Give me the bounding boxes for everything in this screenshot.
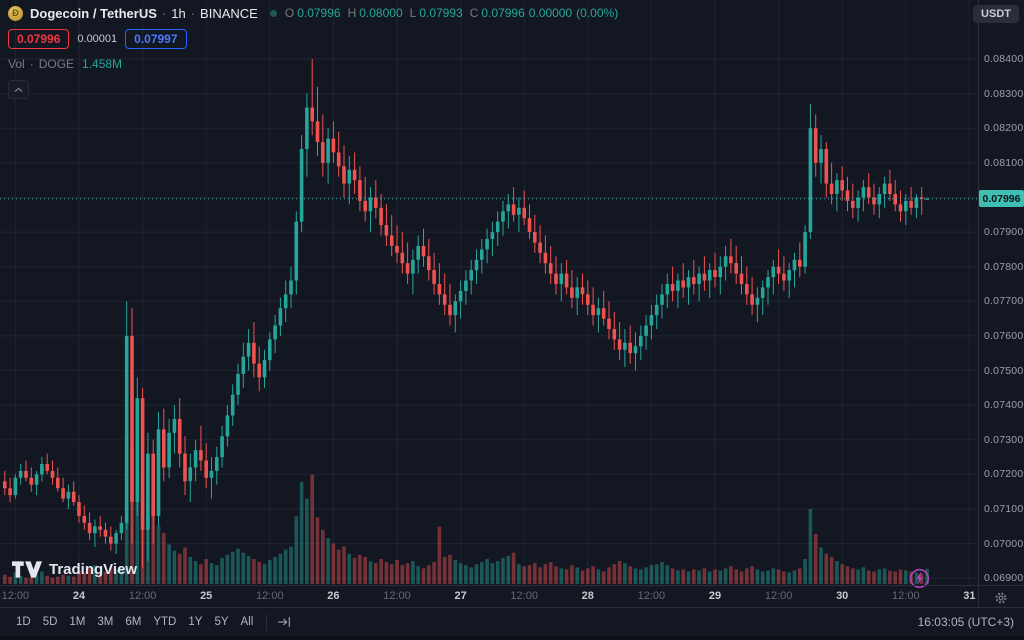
axis-separator [0,585,1024,586]
time-axis-label: 27 [454,590,467,602]
go-to-date-icon [278,617,291,627]
volume-row: Vol · DOGE 1.458M [8,57,618,71]
separator-dot: · [29,57,34,71]
price-axis-label: 0.07500 [984,364,1024,377]
time-axis-label: 30 [836,590,849,602]
time-axis-label: 12:00 [892,590,920,602]
volume-label: Vol [8,57,25,71]
time-axis-label: 12:00 [383,590,411,602]
price-axis[interactable]: 0.07996 0.084000.083000.082000.081000.08… [978,0,1024,607]
change-value: 0.00000 [528,6,573,20]
time-axis[interactable]: 12:00 24 12:00 25 12:00 26 12:00 27 12:00 28 12:00… [0,586,978,607]
open-value: 0.07996 [297,6,341,20]
change-percent: (0.00%) [576,6,619,20]
time-axis-label: 28 [581,590,594,602]
gear-icon [995,592,1007,604]
volume-value: 1.458M [82,57,123,71]
price-axis-label: 0.07800 [984,260,1024,273]
price-axis-label: 0.08300 [984,87,1024,100]
time-axis-label: 12:00 [128,590,157,602]
separator-dot: · [190,5,196,21]
price-axis-label: 0.07400 [984,399,1024,412]
collapse-legend-button[interactable] [8,80,29,99]
chart-legend: Ð Dogecoin / TetherUS · 1h · BINANCE O 0.… [8,4,618,99]
watermark-text: TradingView [49,561,138,578]
price-axis-label: 0.08400 [984,53,1024,65]
range-button-6m[interactable]: 6M [125,616,142,628]
price-axis-label: 0.07900 [984,226,1024,239]
instant-trading-button[interactable] [909,568,930,589]
tradingview-watermark[interactable]: TradingView [12,561,137,578]
volume-symbol: DOGE [38,57,75,71]
range-button-5y[interactable]: 5Y [214,616,229,628]
price-axis-settings-button[interactable] [994,591,1008,610]
time-axis-label: 12:00 [1,590,30,602]
exchange-label[interactable]: BINANCE [200,5,258,21]
time-axis-label: 29 [708,590,722,602]
price-axis-label: 0.08200 [984,122,1024,135]
range-button-5d[interactable]: 5D [42,616,58,628]
lightning-icon [909,568,930,589]
range-buttons: 1D 5D 1M 3M 6M YTD 1Y 5Y All [10,613,259,631]
bid-price-button[interactable]: 0.07996 [8,29,70,49]
current-price-tag: 0.07996 [979,190,1024,208]
price-axis-label: 0.07700 [984,295,1024,308]
range-button-3m[interactable]: 3M [97,616,114,628]
tradingview-logo-icon [12,561,42,578]
clock-utc[interactable]: 16:03:05 (UTC+3) [917,615,1014,629]
separator-dot: · [161,5,167,21]
spread-value: 0.00001 [77,33,118,45]
symbol-name[interactable]: Dogecoin / TetherUS [30,5,157,21]
go-to-date-button[interactable] [274,612,294,632]
price-axis-label: 0.07100 [984,502,1024,515]
price-axis-label: 0.06900 [984,572,1024,585]
high-value: 0.08000 [359,6,403,20]
price-axis-label: 0.07000 [984,537,1024,550]
high-label: H [347,6,357,20]
window-bottom-edge [0,636,1024,640]
bottom-toolbar: 1D 5D 1M 3M 6M YTD 1Y 5Y All 16:03:05 (UTC+3) [0,607,1024,636]
dogecoin-icon: Ð [8,5,23,21]
toolbar-divider [266,613,268,631]
currency-badge[interactable]: USDT [973,5,1019,23]
time-axis-label: 26 [327,590,340,602]
time-axis-label: 12:00 [256,590,284,602]
ask-price-button[interactable]: 0.07997 [125,29,187,49]
close-label: C [469,6,479,20]
range-button-1m[interactable]: 1M [69,616,86,628]
bid-ask-row: 0.07996 0.00001 0.07997 [8,29,618,49]
market-status-icon [269,9,277,17]
time-axis-label: 24 [72,590,86,602]
close-value: 0.07996 [481,6,525,20]
interval-label[interactable]: 1h [171,5,186,21]
low-value: 0.07993 [419,6,463,20]
price-axis-label: 0.07600 [984,329,1024,342]
ohlc-values: O 0.07996 H 0.08000 L 0.07993 C 0.07996 [285,6,525,20]
price-axis-label: 0.07200 [984,468,1024,481]
time-axis-label: 25 [200,590,213,602]
range-button-ytd[interactable]: YTD [153,616,177,628]
range-button-1y[interactable]: 1Y [188,616,203,628]
symbol-row[interactable]: Ð Dogecoin / TetherUS · 1h · BINANCE O 0.… [8,4,618,22]
chart-canvas[interactable] [0,0,978,585]
range-button-1d[interactable]: 1D [16,616,31,628]
open-label: O [284,6,295,20]
low-label: L [409,6,417,20]
price-axis-label: 0.08100 [984,156,1024,169]
time-axis-label: 12:00 [637,590,666,602]
time-axis-label: 12:00 [510,590,538,602]
range-button-all[interactable]: All [240,616,254,628]
time-axis-label: 12:00 [764,590,793,602]
price-axis-label: 0.07300 [984,433,1024,446]
chevron-up-icon [14,87,23,92]
time-axis-label: 31 [963,590,976,602]
